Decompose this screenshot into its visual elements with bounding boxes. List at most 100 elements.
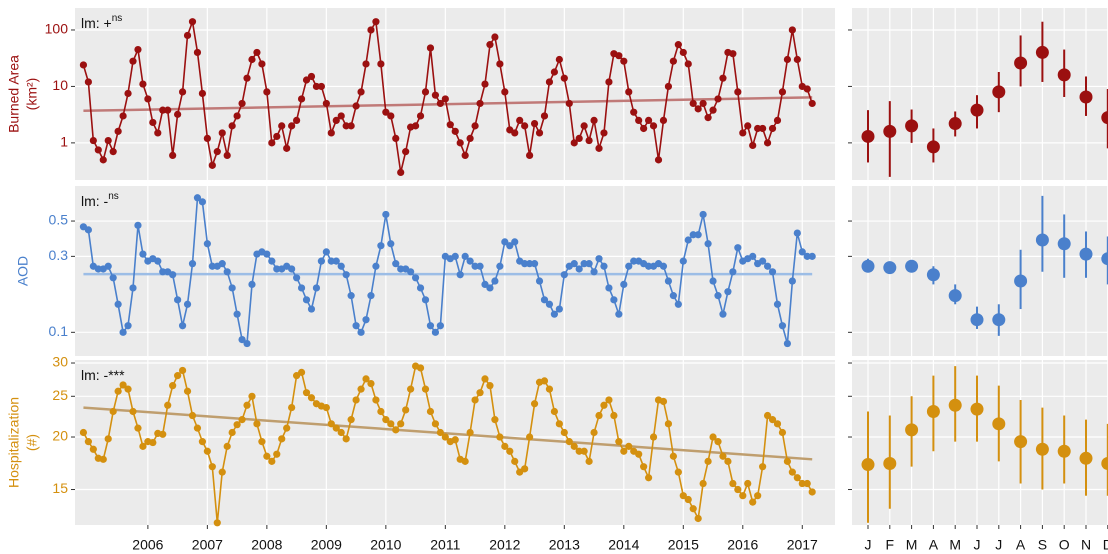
data-point: [1101, 252, 1108, 266]
data-point: [471, 396, 479, 404]
y-tick-label: 1: [60, 134, 68, 150]
data-point: [223, 151, 231, 160]
data-point: [575, 447, 583, 455]
data-point: [773, 300, 782, 308]
data-point: [446, 121, 454, 129]
data-point: [590, 268, 598, 276]
data-point: [555, 420, 563, 428]
data-point: [263, 250, 271, 258]
data-point: [302, 296, 311, 304]
data-point: [861, 259, 875, 273]
x-tick-label: A: [1016, 537, 1026, 553]
data-point: [625, 262, 633, 270]
data-point: [610, 411, 618, 420]
data-point: [1079, 90, 1093, 104]
data-point: [734, 88, 742, 96]
data-point: [729, 268, 737, 276]
data-point: [134, 424, 142, 432]
data-point: [729, 50, 737, 58]
plot-background: [852, 360, 1108, 525]
data-point: [119, 381, 127, 389]
data-point: [590, 428, 598, 437]
y-axis-title: (km²): [24, 78, 40, 111]
data-point: [372, 396, 380, 404]
data-point: [307, 72, 316, 81]
data-point: [109, 148, 117, 156]
data-point: [1014, 56, 1028, 70]
data-point: [788, 468, 796, 476]
data-point: [798, 479, 806, 488]
data-point: [486, 41, 494, 49]
data-point: [511, 129, 519, 137]
data-point: [545, 385, 554, 393]
data-point: [223, 268, 231, 276]
data-point: [883, 261, 897, 275]
x-tick-label: J: [974, 537, 981, 553]
data-point: [610, 296, 618, 304]
x-tick-label: 2013: [549, 537, 580, 553]
data-point: [193, 48, 202, 57]
data-point: [644, 474, 653, 482]
x-tick-label: 2009: [311, 537, 342, 553]
data-point: [238, 99, 246, 108]
data-point: [466, 428, 474, 437]
data-point: [530, 260, 539, 268]
data-point: [992, 85, 1006, 99]
data-point: [268, 257, 276, 265]
data-point: [714, 292, 722, 300]
data-point: [357, 88, 365, 96]
data-point: [139, 80, 147, 88]
data-point: [926, 405, 940, 419]
data-point: [1035, 45, 1049, 59]
data-point: [347, 122, 355, 130]
data-point: [496, 262, 504, 270]
data-point: [154, 129, 162, 137]
data-point: [615, 438, 623, 446]
data-point: [550, 407, 558, 416]
data-point: [501, 88, 509, 96]
x-tick-label: S: [1038, 537, 1047, 553]
data-point: [948, 117, 962, 131]
x-tick-label: 2017: [787, 537, 818, 553]
data-point: [759, 463, 767, 471]
data-point: [704, 240, 712, 248]
data-point: [496, 433, 504, 441]
data-point: [293, 274, 301, 282]
data-point: [471, 262, 479, 270]
data-point: [154, 257, 162, 265]
data-point: [456, 271, 464, 279]
data-point: [327, 129, 335, 137]
data-point: [392, 260, 400, 268]
data-point: [372, 262, 380, 270]
data-point: [1079, 247, 1093, 261]
data-point: [362, 375, 370, 383]
data-point: [228, 284, 236, 292]
data-point: [1101, 111, 1108, 125]
data-point: [124, 89, 132, 98]
data-point: [565, 438, 573, 446]
data-point: [218, 260, 226, 268]
data-point: [407, 385, 415, 393]
data-point: [684, 60, 692, 68]
data-point: [664, 82, 673, 91]
data-point: [783, 55, 792, 64]
data-point: [739, 492, 747, 500]
data-point: [451, 127, 459, 135]
data-point: [431, 328, 440, 336]
data-point: [580, 260, 588, 268]
annotation: lm: -***: [81, 367, 125, 383]
data-point: [481, 375, 489, 383]
data-point: [317, 257, 325, 265]
data-point: [783, 339, 792, 348]
data-point: [948, 398, 962, 412]
data-point: [144, 95, 152, 103]
data-point: [926, 268, 940, 282]
data-point: [778, 428, 787, 437]
data-point: [198, 198, 207, 206]
data-point: [704, 457, 712, 465]
data-point: [694, 105, 702, 113]
data-point: [644, 262, 653, 270]
data-point: [808, 252, 816, 260]
data-point: [139, 442, 147, 450]
